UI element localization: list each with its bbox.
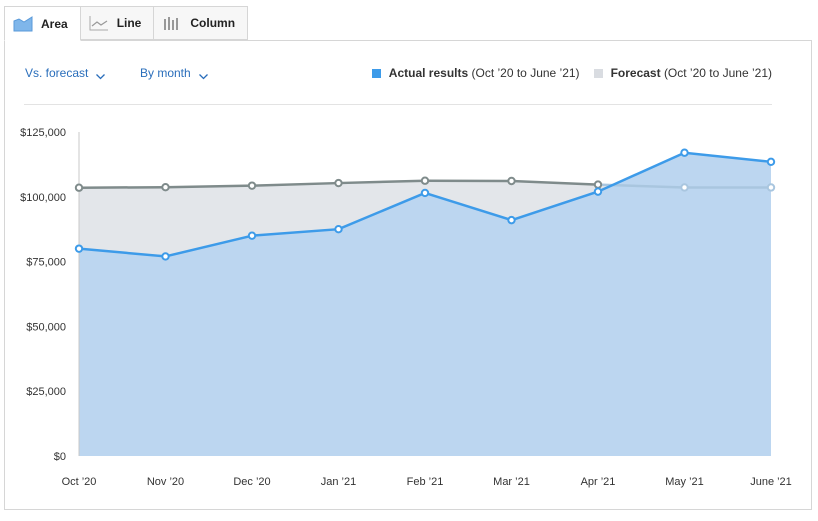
actual-point xyxy=(334,225,343,234)
forecast-line-segment xyxy=(338,179,426,185)
chart-type-tabs: Area Line Column xyxy=(4,6,249,41)
chart-legend: Actual results (Oct ’20 to June ’21) For… xyxy=(371,66,772,80)
period-dropdown-label: By month xyxy=(140,66,191,80)
actual-point xyxy=(161,252,170,261)
forecast-point xyxy=(680,183,689,192)
forecast-line-segment xyxy=(78,185,166,189)
actual-point xyxy=(766,157,776,167)
area-chart-icon xyxy=(13,15,33,32)
line-chart-icon xyxy=(89,15,109,31)
tab-column-label: Column xyxy=(190,16,236,30)
actual-area xyxy=(79,152,771,456)
comparison-dropdown-label: Vs. forecast xyxy=(25,66,89,80)
tab-column[interactable]: Column xyxy=(153,6,249,40)
x-tick-label: Apr ’21 xyxy=(581,476,616,488)
legend-forecast: Forecast (Oct ’20 to June ’21) xyxy=(593,66,772,80)
x-tick-label: Jan ’21 xyxy=(321,476,356,488)
x-tick-label: May ’21 xyxy=(665,476,704,488)
actual-point xyxy=(74,244,84,253)
legend-actual: Actual results (Oct ’20 to June ’21) xyxy=(371,66,580,80)
y-tick-label: $25,000 xyxy=(26,386,66,398)
actual-point xyxy=(507,215,516,225)
tab-area-label: Area xyxy=(41,16,68,31)
forecast-point xyxy=(766,183,776,192)
legend-actual-range: (Oct ’20 to June ’21) xyxy=(471,66,580,80)
forecast-point xyxy=(593,180,603,189)
forecast-point xyxy=(420,176,430,185)
x-tick-label: Oct ’20 xyxy=(62,476,97,488)
actual-point xyxy=(593,187,603,196)
x-tick-label: June ’21 xyxy=(750,476,792,488)
tab-line[interactable]: Line xyxy=(79,6,155,40)
legend-forecast-range: (Oct ’20 to June ’21) xyxy=(663,66,772,80)
period-dropdown[interactable]: By month xyxy=(140,66,208,80)
chevron-down-icon xyxy=(96,69,106,80)
legend-forecast-name: Forecast xyxy=(610,66,661,80)
actual-point xyxy=(420,188,430,198)
chevron-down-icon xyxy=(198,69,208,80)
forecast-point xyxy=(74,183,84,192)
y-tick-label: $0 xyxy=(54,451,66,463)
legend-actual-name: Actual results xyxy=(388,66,469,80)
forecast-line-segment xyxy=(251,181,339,187)
x-tick-label: Dec ’20 xyxy=(233,476,270,488)
legend-forecast-swatch xyxy=(593,68,603,78)
y-tick-label: $100,000 xyxy=(20,192,66,204)
actual-point xyxy=(680,148,689,157)
x-tick-label: Mar ’21 xyxy=(493,476,530,488)
y-tick-label: $75,000 xyxy=(26,257,66,269)
forecast-point xyxy=(334,178,343,188)
y-tick-label: $50,000 xyxy=(26,321,66,333)
x-tick-label: Feb ’21 xyxy=(407,476,444,488)
forecast-point xyxy=(507,176,516,186)
legend-divider xyxy=(24,104,772,105)
forecast-line-segment xyxy=(165,184,253,189)
tab-line-label: Line xyxy=(116,16,142,30)
forecast-point xyxy=(161,183,170,192)
y-tick-label: $125,000 xyxy=(20,127,66,139)
x-tick-label: Nov ’20 xyxy=(147,476,184,488)
forecast-point xyxy=(247,181,257,190)
comparison-dropdown[interactable]: Vs. forecast xyxy=(25,66,106,80)
legend-actual-swatch xyxy=(371,68,381,78)
actual-point xyxy=(247,231,257,240)
column-chart-icon xyxy=(162,15,182,31)
forecast-line-segment xyxy=(511,179,599,186)
tab-area[interactable]: Area xyxy=(4,6,81,41)
